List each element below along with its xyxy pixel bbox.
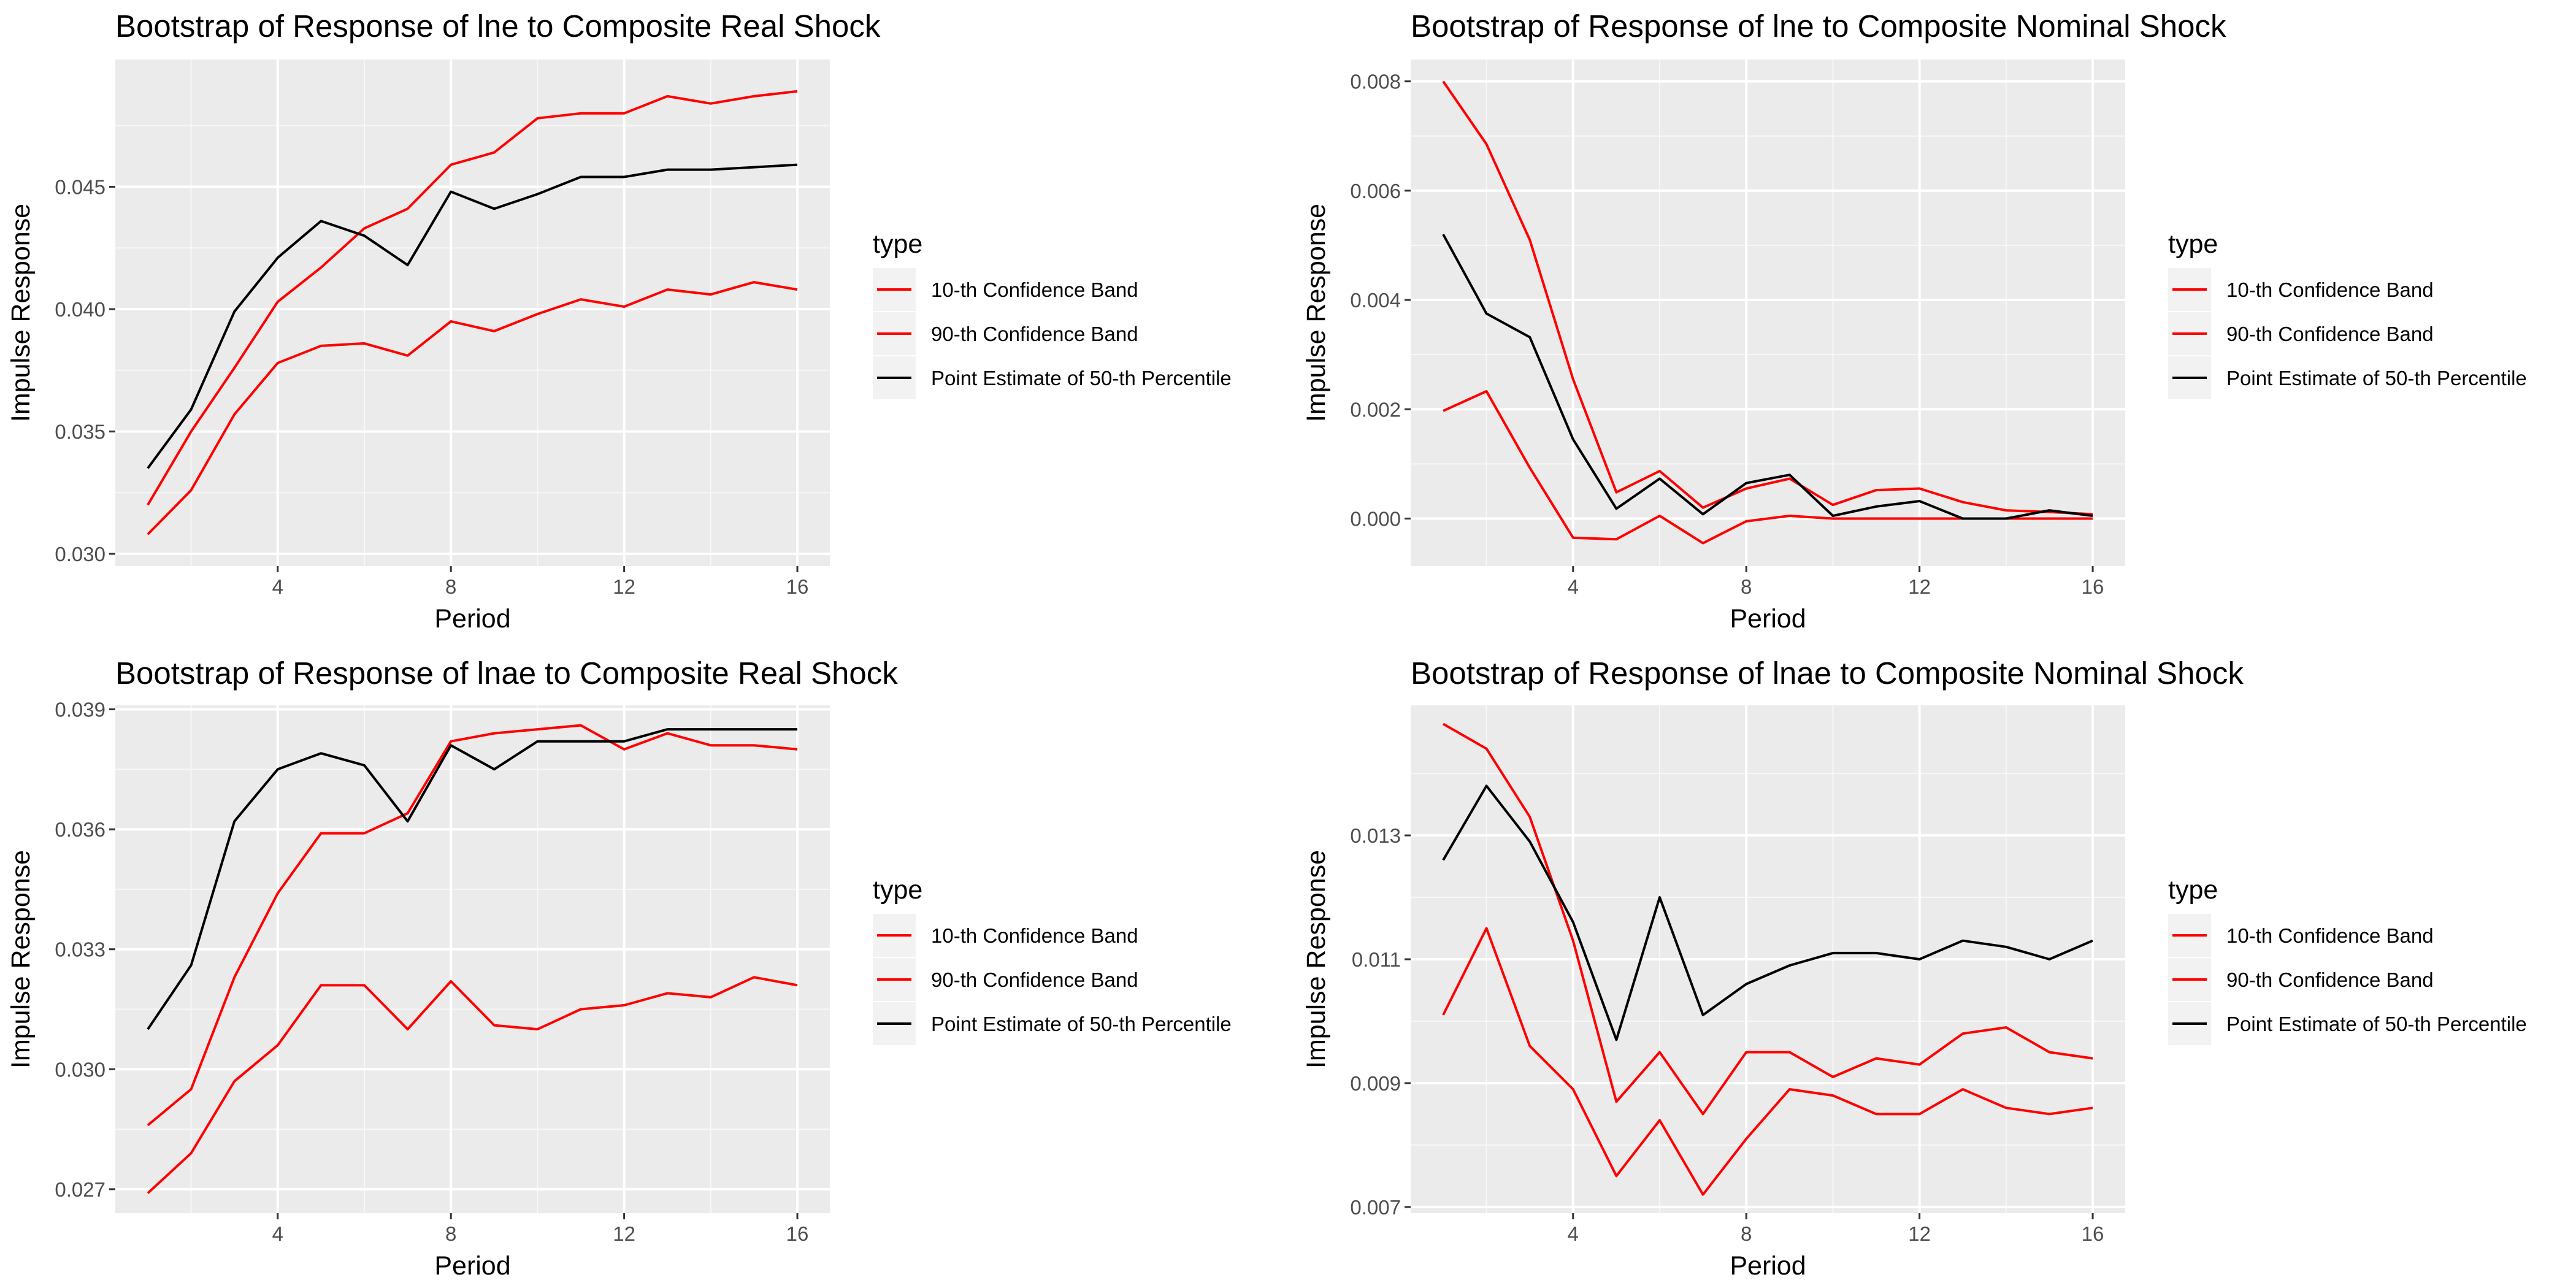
chart-title: Bootstrap of Response of lne to Composit… <box>1411 9 2226 44</box>
x-tick-label: 16 <box>2082 1222 2104 1245</box>
legend-title: type <box>873 875 922 905</box>
legend-label: Point Estimate of 50-th Percentile <box>931 367 1232 389</box>
series-line-1 <box>147 976 798 1194</box>
y-tick-label: 0.008 <box>1350 71 1401 93</box>
series-line-1 <box>147 281 798 535</box>
x-tick-label: 12 <box>613 1222 635 1245</box>
y-tick-label: 0.040 <box>55 298 105 321</box>
x-tick-label: 8 <box>1741 575 1752 598</box>
chart-panel-3: 4 8 12 16 0.027 0.030 0.033 0.036 0.039 Bootstrap… <box>6 656 1232 1281</box>
legend-label: Point Estimate of 50-th Percentile <box>2226 367 2527 389</box>
y-tick-label: 0.035 <box>55 421 105 443</box>
legend-label: 10-th Confidence Band <box>931 278 1138 301</box>
y-tick-label: 0.004 <box>1350 289 1401 312</box>
x-tick-label: 8 <box>1741 1222 1752 1245</box>
y-axis-title: Impulse Response <box>6 204 36 422</box>
series-line-3 <box>147 163 798 469</box>
legend-label: 10-th Confidence Band <box>2226 278 2434 301</box>
x-tick-label: 4 <box>1568 575 1579 598</box>
x-tick-label: 12 <box>1908 1222 1931 1245</box>
legend-label: 90-th Confidence Band <box>2226 323 2434 345</box>
legend-label: 10-th Confidence Band <box>2226 924 2434 947</box>
legend-label: Point Estimate of 50-th Percentile <box>931 1013 1232 1035</box>
y-axis-title: Impulse Response <box>1301 204 1331 422</box>
series-line-3 <box>1442 784 2093 1041</box>
x-tick-label: 12 <box>613 575 635 598</box>
legend-label: 90-th Confidence Band <box>931 323 1138 345</box>
y-tick-label: 0.039 <box>55 699 105 721</box>
x-axis-title: Period <box>1730 604 1806 634</box>
y-axis-title: Impulse Response <box>1301 850 1331 1068</box>
x-tick-label: 16 <box>786 575 809 598</box>
legend-title: type <box>873 229 922 259</box>
y-tick-label: 0.011 <box>1352 948 1401 971</box>
plot-background <box>115 705 830 1213</box>
y-tick-label: 0.007 <box>1350 1196 1401 1219</box>
x-tick-label: 8 <box>445 575 456 598</box>
series-line-2 <box>1443 723 2093 1116</box>
legend-label: 10-th Confidence Band <box>931 924 1138 947</box>
series-line-2 <box>147 724 798 1127</box>
plot-background <box>115 59 830 566</box>
y-tick-label: 0.006 <box>1350 180 1401 202</box>
x-tick-label: 4 <box>272 1222 283 1245</box>
chart-title: Bootstrap of Response of lnae to Composi… <box>1411 656 2244 691</box>
series-line-3 <box>147 728 797 1030</box>
x-tick-label: 4 <box>272 575 283 598</box>
x-axis-title: Period <box>434 604 510 634</box>
y-tick-label: 0.036 <box>55 818 105 841</box>
y-tick-label: 0.000 <box>1350 507 1401 530</box>
legend-label: 90-th Confidence Band <box>931 968 1138 991</box>
y-tick-label: 0.033 <box>55 938 105 961</box>
chart-panel-4: 4 8 12 16 0.007 0.009 0.011 0.013 Bootstrap of R… <box>1301 656 2527 1281</box>
x-tick-label: 4 <box>1568 1222 1579 1245</box>
legend-title: type <box>2168 229 2218 259</box>
y-tick-label: 0.002 <box>1350 398 1401 421</box>
series-line-2 <box>147 90 798 506</box>
legend-title: type <box>2168 875 2218 905</box>
y-tick-label: 0.027 <box>55 1178 105 1201</box>
y-tick-label: 0.045 <box>55 175 105 198</box>
x-tick-label: 16 <box>2082 575 2104 598</box>
chart-title: Bootstrap of Response of lnae to Composi… <box>115 656 898 691</box>
y-tick-label: 0.030 <box>55 1058 105 1081</box>
x-axis-title: Period <box>434 1251 510 1281</box>
chart-panel-2: 4 8 12 16 0.000 0.002 0.004 0.006 0.008 Bootstrap… <box>1301 9 2527 634</box>
legend-label: 90-th Confidence Band <box>2226 968 2434 991</box>
legend-label: Point Estimate of 50-th Percentile <box>2226 1013 2527 1035</box>
chart-title: Bootstrap of Response of lne to Composit… <box>115 9 881 44</box>
y-tick-label: 0.013 <box>1350 824 1401 847</box>
y-axis-title: Impulse Response <box>6 850 36 1068</box>
y-tick-label: 0.009 <box>1350 1072 1401 1095</box>
x-axis-title: Period <box>1730 1251 1806 1281</box>
series-line-2 <box>1442 80 2093 516</box>
x-tick-label: 8 <box>445 1222 456 1245</box>
chart-panel-1: 4 8 12 16 0.030 0.035 0.040 0.045 Bootstrap of R… <box>6 9 1232 634</box>
x-tick-label: 16 <box>786 1222 809 1245</box>
series-line-1 <box>1442 927 2093 1196</box>
y-tick-label: 0.030 <box>55 543 105 565</box>
x-tick-label: 12 <box>1908 575 1931 598</box>
series-line-3 <box>1442 234 2093 520</box>
